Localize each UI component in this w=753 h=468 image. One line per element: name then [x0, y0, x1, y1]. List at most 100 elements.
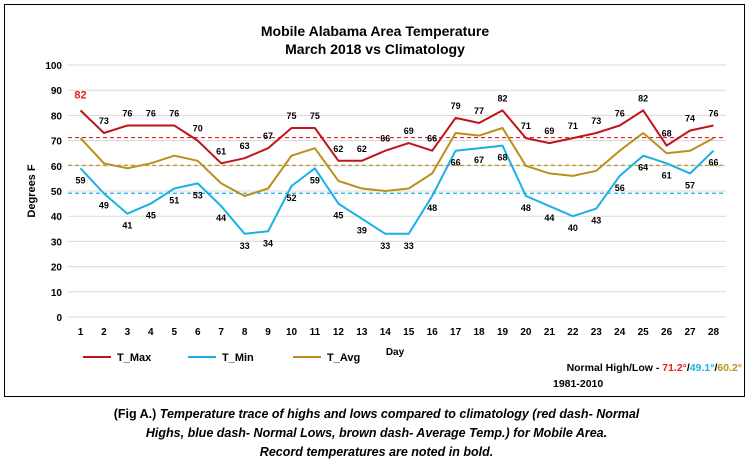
data-label-t-min: 66 [708, 158, 718, 168]
y-tick-label: 40 [51, 212, 63, 223]
normals-annotation-part: 60.2° [717, 362, 742, 374]
data-label-t-min: 33 [240, 241, 250, 251]
data-label-t-max: 82 [74, 89, 86, 101]
x-tick-label: 11 [310, 327, 321, 338]
data-label-t-min: 34 [263, 238, 273, 248]
data-label-t-max: 62 [333, 144, 343, 154]
x-tick-label: 15 [403, 327, 415, 338]
data-label-t-max: 66 [427, 134, 437, 144]
x-tick-label: 26 [661, 327, 673, 338]
y-tick-label: 0 [56, 313, 62, 324]
x-tick-label: 1 [78, 327, 84, 338]
data-label-t-max: 74 [685, 114, 695, 124]
y-tick-label: 70 [51, 137, 63, 148]
x-tick-label: 24 [614, 327, 626, 338]
x-axis-title: Day [386, 347, 405, 358]
data-label-t-min: 44 [216, 213, 226, 223]
data-label-t-max: 75 [310, 111, 320, 121]
normals-annotation: Normal High/Low - 71.2°/49.1°/60.2° [567, 362, 742, 374]
data-label-t-min: 48 [521, 203, 531, 213]
data-label-t-min: 61 [662, 170, 672, 180]
data-label-t-min: 43 [591, 216, 601, 226]
data-label-t-max: 70 [193, 124, 203, 134]
y-tick-label: 30 [51, 237, 63, 248]
x-tick-label: 9 [265, 327, 271, 338]
data-label-t-min: 48 [427, 203, 437, 213]
y-axis-title: Degrees F [26, 164, 38, 217]
data-label-t-min: 57 [685, 180, 695, 190]
y-tick-label: 10 [51, 288, 63, 299]
data-label-t-max: 73 [591, 116, 601, 126]
data-label-t-min: 53 [193, 190, 203, 200]
y-tick-label: 80 [51, 111, 63, 122]
data-label-t-max: 68 [662, 129, 672, 139]
data-label-t-min: 64 [638, 163, 648, 173]
data-label-t-max: 66 [380, 134, 390, 144]
legend-label: T_Max [117, 352, 152, 364]
x-tick-label: 27 [684, 327, 696, 338]
data-label-t-min: 45 [333, 211, 343, 221]
data-label-t-min: 33 [404, 241, 414, 251]
data-label-t-max: 62 [357, 144, 367, 154]
data-label-t-max: 76 [146, 108, 156, 118]
chart-frame: Mobile Alabama Area Temperature March 201… [4, 4, 745, 397]
y-tick-label: 50 [51, 187, 63, 198]
data-label-t-max: 82 [497, 93, 507, 103]
x-tick-label: 20 [520, 327, 532, 338]
y-tick-label: 60 [51, 162, 63, 173]
data-label-t-max: 71 [521, 121, 531, 131]
data-label-t-min: 66 [451, 158, 461, 168]
normals-annotation-part: Normal High/Low - [567, 362, 663, 374]
x-tick-label: 23 [591, 327, 603, 338]
y-tick-label: 20 [51, 263, 63, 274]
data-label-t-max: 69 [544, 126, 554, 136]
data-label-t-min: 49 [99, 201, 109, 211]
data-label-t-max: 61 [216, 146, 226, 156]
x-tick-label: 18 [473, 327, 485, 338]
data-label-t-max: 69 [404, 126, 414, 136]
data-label-t-min: 45 [146, 211, 156, 221]
x-tick-label: 3 [125, 327, 131, 338]
data-label-t-min: 40 [568, 223, 578, 233]
caption-italic-text: Temperature trace of highs and lows comp… [159, 407, 640, 421]
normals-annotation-part: 71.2° [662, 362, 687, 374]
x-tick-label: 16 [427, 327, 439, 338]
data-label-t-min: 68 [497, 153, 507, 163]
temperature-line-chart: Mobile Alabama Area Temperature March 201… [26, 23, 742, 390]
y-tick-label: 90 [51, 86, 63, 97]
series-line-t-min [79, 144, 715, 235]
series-line-t-max [79, 109, 714, 165]
data-label-t-max: 76 [122, 108, 132, 118]
data-label-t-min: 39 [357, 226, 367, 236]
data-label-t-min: 33 [380, 241, 390, 251]
legend-label: T_Avg [327, 352, 360, 364]
x-tick-label: 25 [638, 327, 650, 338]
caption-line-2-text: Highs, blue dash- Normal Lows, brown das… [145, 426, 608, 440]
data-label-t-max: 76 [615, 108, 625, 118]
figure-caption-line-2: Highs, blue dash- Normal Lows, brown das… [0, 424, 753, 443]
data-label-t-max: 76 [169, 108, 179, 118]
y-tick-label: 100 [45, 61, 62, 72]
x-tick-label: 12 [333, 327, 345, 338]
x-tick-label: 4 [148, 327, 154, 338]
x-tick-label: 7 [218, 327, 224, 338]
data-label-t-max: 79 [451, 101, 461, 111]
x-tick-label: 14 [380, 327, 392, 338]
series-line-t-avg [79, 127, 714, 197]
x-tick-label: 6 [195, 327, 201, 338]
figure-caption-line-3: Record temperatures are noted in bold. [0, 443, 753, 462]
x-tick-label: 8 [242, 327, 248, 338]
data-label-t-max: 73 [99, 116, 109, 126]
x-tick-label: 28 [708, 327, 720, 338]
normals-annotation-part: 49.1° [690, 362, 715, 374]
legend-label: T_Min [222, 352, 254, 364]
normals-period: 1981-2010 [553, 378, 603, 390]
x-tick-label: 13 [356, 327, 368, 338]
figure-caption-line-1: (Fig A.) Temperature trace of highs and … [0, 405, 753, 424]
data-label-t-min: 67 [474, 155, 484, 165]
x-tick-label: 21 [544, 327, 556, 338]
chart-subtitle: March 2018 vs Climatology [285, 41, 465, 57]
x-tick-label: 17 [450, 327, 462, 338]
data-label-t-max: 71 [568, 121, 578, 131]
data-label-t-min: 41 [122, 221, 132, 231]
